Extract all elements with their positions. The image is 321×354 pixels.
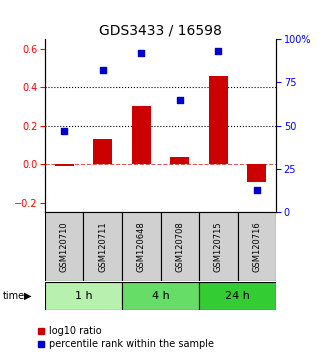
Text: GSM120648: GSM120648 (137, 222, 146, 272)
Text: time: time (3, 291, 25, 301)
Bar (45, 212, 83, 281)
Text: GSM120711: GSM120711 (98, 222, 107, 272)
Point (216, 48, 221, 54)
Point (177, 97, 182, 103)
Bar (209, 75, 228, 164)
Text: GSM120716: GSM120716 (252, 222, 261, 272)
Bar (247, 164, 266, 182)
Bar (122, 212, 160, 281)
Text: GSM120715: GSM120715 (214, 222, 223, 272)
Bar (132, 107, 151, 164)
Text: 1 h: 1 h (75, 291, 92, 301)
Point (139, 50, 144, 56)
Bar (55, 164, 74, 166)
Text: ▶: ▶ (23, 291, 31, 301)
Bar (170, 156, 189, 164)
Text: GDS3433 / 16598: GDS3433 / 16598 (99, 23, 222, 37)
Text: 4 h: 4 h (152, 291, 169, 301)
Bar (199, 212, 238, 281)
Point (62, 128, 67, 134)
Bar (83, 212, 122, 281)
Bar (238, 212, 276, 281)
Text: 24 h: 24 h (225, 291, 250, 301)
Bar (93, 139, 112, 164)
Point (100, 67, 105, 73)
Bar (45, 282, 122, 310)
Text: GSM120708: GSM120708 (175, 222, 184, 272)
Point (254, 187, 259, 193)
Bar (199, 282, 276, 310)
Legend: log10 ratio, percentile rank within the sample: log10 ratio, percentile rank within the … (37, 326, 214, 349)
Bar (160, 212, 199, 281)
Text: GSM120710: GSM120710 (60, 222, 69, 272)
Bar (122, 282, 199, 310)
